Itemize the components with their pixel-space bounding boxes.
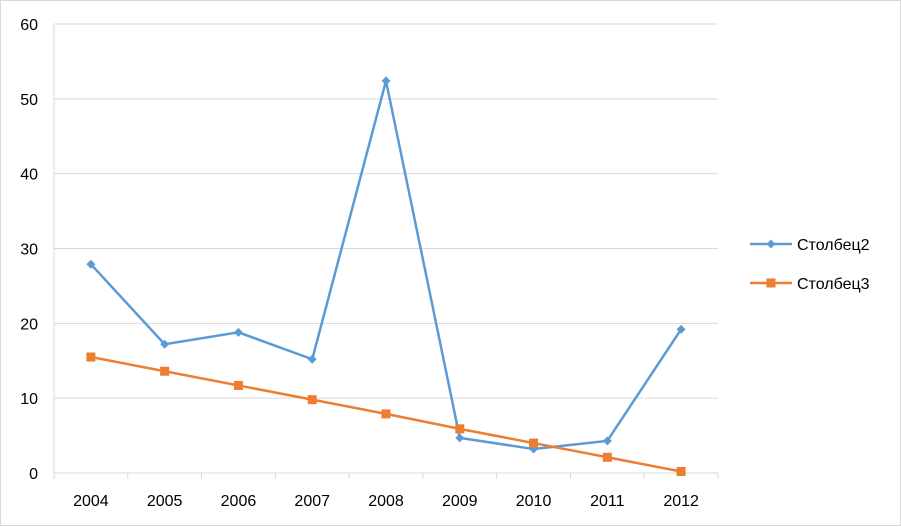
series-line-1 <box>89 79 683 451</box>
x-tick-labels: 2004 2005 2006 2007 2008 2009 2010 2011 2012 <box>73 493 699 510</box>
series-2 <box>86 352 686 477</box>
legend-entry-2: Столбец3 <box>750 276 870 293</box>
data-point <box>381 409 391 419</box>
x-tick-label-2007: 2007 <box>294 493 330 510</box>
x-tick-label-2012: 2012 <box>663 493 699 510</box>
y-tick-label-0: 0 <box>29 466 38 483</box>
y-tick-label-10: 10 <box>20 391 38 408</box>
x-tick-label-2010: 2010 <box>516 493 552 510</box>
data-point <box>86 259 96 269</box>
data-point <box>233 327 243 337</box>
legend-label: Столбец2 <box>797 237 870 254</box>
data-point <box>233 380 243 390</box>
x-tick-label-2004: 2004 <box>73 493 109 510</box>
y-tick-labels: 0 10 20 30 40 50 60 <box>20 17 38 483</box>
y-tick-label-20: 20 <box>20 316 38 333</box>
data-point <box>455 424 465 434</box>
x-tick-label-2005: 2005 <box>147 493 183 510</box>
data-point <box>86 352 96 362</box>
data-point <box>602 452 612 462</box>
data-point <box>160 366 170 376</box>
data-point <box>455 433 465 443</box>
data-point <box>307 354 317 364</box>
axes <box>53 24 719 479</box>
y-tick-label-30: 30 <box>20 242 38 259</box>
data-point <box>160 339 170 349</box>
legend-label: Столбец3 <box>797 276 870 293</box>
y-tick-label-50: 50 <box>20 92 38 109</box>
series-layer <box>86 76 686 477</box>
gridlines <box>54 23 718 399</box>
data-point <box>676 324 686 334</box>
y-tick-label-60: 60 <box>20 17 38 34</box>
data-point <box>307 395 317 405</box>
y-tick-label-40: 40 <box>20 167 38 184</box>
legend: Столбец2 Столбец3 <box>750 237 870 293</box>
x-tick-label-2009: 2009 <box>442 493 478 510</box>
series-1 <box>86 76 686 454</box>
data-point <box>381 76 391 86</box>
x-tick-label-2008: 2008 <box>368 493 404 510</box>
legend-marker <box>766 239 776 249</box>
x-tick-label-2006: 2006 <box>221 493 257 510</box>
legend-entry-1: Столбец2 <box>750 237 870 254</box>
data-point <box>602 436 612 446</box>
legend-marker <box>766 278 776 288</box>
data-point <box>676 467 686 477</box>
data-point <box>529 438 539 448</box>
x-tick-label-2011: 2011 <box>590 493 625 510</box>
